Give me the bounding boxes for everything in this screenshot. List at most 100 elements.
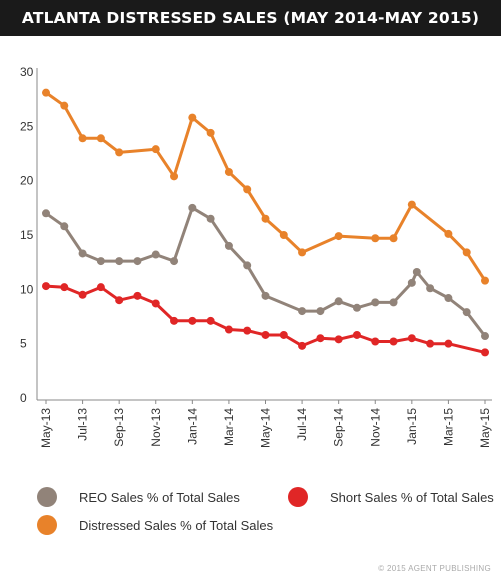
data-point-distressed	[243, 185, 252, 194]
data-point-reo	[151, 250, 160, 259]
data-point-reo	[316, 307, 325, 316]
data-point-reo	[224, 241, 233, 250]
legend-swatch-reo	[37, 487, 57, 507]
data-point-distressed	[188, 113, 197, 122]
data-point-short	[352, 330, 361, 339]
data-point-reo	[352, 303, 361, 312]
data-point-distressed	[224, 167, 233, 176]
data-point-distressed	[298, 248, 307, 257]
data-point-distressed	[60, 101, 69, 110]
data-point-reo	[243, 261, 252, 270]
data-point-reo	[60, 222, 69, 231]
data-point-short	[206, 316, 215, 325]
data-point-distressed	[151, 145, 160, 154]
data-point-distressed	[481, 276, 489, 285]
data-point-short	[115, 296, 124, 305]
data-point-reo	[444, 294, 453, 303]
x-tick-label: Nov-14	[368, 408, 382, 447]
data-point-reo	[426, 284, 435, 293]
data-point-short	[371, 337, 380, 346]
data-point-reo	[42, 209, 50, 218]
data-point-reo	[115, 257, 124, 266]
y-tick-label: 5	[20, 337, 27, 351]
data-point-distressed	[42, 88, 50, 97]
data-point-reo	[371, 298, 380, 307]
data-point-short	[96, 283, 105, 292]
data-point-reo	[481, 332, 489, 341]
chart-title: ATLANTA DISTRESSED SALES (MAY 2014-MAY 2…	[0, 0, 501, 36]
data-point-short	[224, 325, 233, 334]
data-point-distressed	[261, 214, 270, 223]
x-tick-label: Jan-14	[185, 408, 199, 445]
data-point-short	[389, 337, 398, 346]
data-point-reo	[170, 257, 179, 266]
y-tick-label: 10	[20, 282, 34, 296]
chart-axes: 0 5 10 15 20 25 30 May-13 Jul-13 Sep-13 Nov-13 Jan-…	[20, 65, 492, 448]
data-point-distressed	[115, 148, 124, 157]
legend-item-short: Short Sales % of Total Sales	[288, 487, 494, 507]
x-tick-label: May-13	[39, 408, 53, 448]
data-point-distressed	[279, 231, 288, 239]
data-point-short	[481, 348, 489, 357]
x-tick-label: Jul-14	[295, 408, 309, 441]
data-point-short	[334, 335, 343, 344]
legend-item-distressed: Distressed Sales % of Total Sales	[37, 515, 273, 535]
series-layer	[42, 88, 489, 357]
data-point-reo	[334, 297, 343, 306]
data-point-short	[444, 339, 453, 348]
data-point-reo	[407, 278, 416, 287]
data-point-reo	[133, 257, 142, 266]
data-point-reo	[96, 257, 105, 266]
x-tick-label: May-15	[478, 408, 492, 448]
x-tick-label: Sep-13	[112, 408, 126, 447]
x-tick-label: Mar-15	[441, 408, 455, 446]
data-point-short	[188, 316, 197, 325]
data-point-reo	[412, 267, 421, 276]
x-tick-label: Mar-14	[222, 408, 236, 446]
legend-label-reo: REO Sales % of Total Sales	[79, 489, 240, 505]
data-point-short	[407, 334, 416, 343]
data-point-short	[279, 330, 288, 339]
data-point-reo	[261, 291, 270, 300]
data-point-distressed	[206, 128, 215, 137]
x-tick-label: Jul-13	[76, 408, 90, 441]
x-tick-label: May-14	[259, 408, 273, 448]
legend-label-distressed: Distressed Sales % of Total Sales	[79, 517, 274, 533]
x-tick-label: Jan-15	[405, 408, 419, 445]
data-point-distressed	[78, 134, 87, 143]
data-point-distressed	[334, 232, 343, 241]
data-point-short	[426, 339, 435, 348]
legend-swatch-distressed	[37, 515, 57, 535]
data-point-short	[151, 299, 160, 308]
series-line-distressed	[45, 91, 487, 282]
legend-label-short: Short Sales % of Total Sales	[330, 489, 494, 505]
y-tick-label: 0	[20, 391, 27, 405]
copyright-credit: © 2015 AGENT PUBLISHING	[378, 564, 491, 573]
data-point-short	[78, 290, 87, 299]
data-point-short	[60, 283, 69, 292]
data-point-short	[316, 334, 325, 343]
legend-item-reo: REO Sales % of Total Sales	[37, 487, 240, 507]
data-point-distressed	[96, 134, 105, 143]
data-point-distressed	[444, 229, 453, 238]
legend-swatch-short	[288, 487, 308, 507]
data-point-distressed	[389, 234, 398, 243]
x-tick-label: Nov-13	[149, 408, 163, 447]
data-point-short	[261, 330, 270, 339]
data-point-short	[42, 282, 50, 291]
data-point-short	[170, 316, 179, 325]
data-point-reo	[298, 307, 307, 316]
data-point-distressed	[371, 234, 380, 243]
x-tick-label: Sep-14	[332, 408, 346, 447]
data-point-reo	[462, 308, 471, 317]
y-tick-label: 30	[20, 65, 34, 79]
data-point-distressed	[170, 172, 179, 181]
y-tick-label: 15	[20, 228, 34, 242]
data-point-distressed	[462, 248, 471, 257]
data-point-reo	[188, 203, 197, 212]
data-point-reo	[206, 214, 215, 223]
y-tick-label: 25	[20, 119, 34, 133]
data-point-short	[298, 341, 307, 350]
data-point-short	[243, 326, 252, 335]
data-point-reo	[389, 298, 398, 307]
